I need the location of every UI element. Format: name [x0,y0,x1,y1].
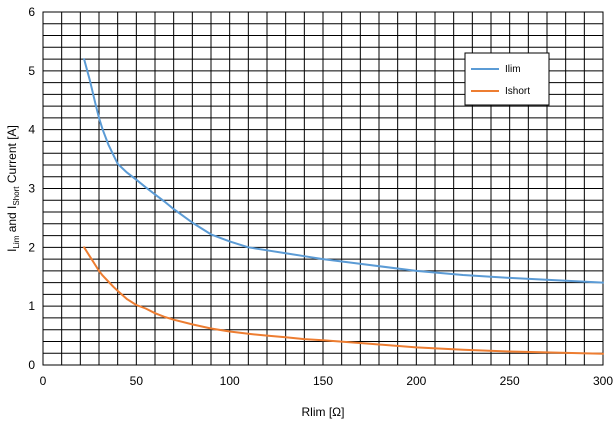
y-axis-label-part: Current [A] [5,125,19,186]
y-axis-label-subscript: Lim [12,235,21,248]
x-tick-label: 200 [406,374,426,388]
x-tick-label: 0 [40,374,47,388]
x-tick-label: 250 [500,374,520,388]
x-tick-label: 100 [220,374,240,388]
legend: Ilim Ishort [464,52,550,106]
plot-area [42,11,604,366]
y-tick-label: 3 [28,182,35,196]
legend-label-ilim: Ilim [505,64,521,75]
x-tick-label: 50 [130,374,144,388]
y-axis-label-part: I [5,249,19,252]
series-line-ilim [83,58,604,284]
x-axis-label: Rlim [Ω] [302,405,345,419]
grid [43,12,603,365]
y-axis-label-subscript: Short [12,186,21,206]
y-tick-label: 5 [28,64,35,78]
y-tick-label: 0 [28,358,35,372]
y-tick-label: 6 [28,5,35,19]
x-tick-label: 300 [593,374,613,388]
y-axis-ticks: 0 1 2 3 4 5 6 [28,5,35,372]
y-tick-label: 2 [28,240,35,254]
legend-box [464,52,550,106]
x-tick-label: 150 [313,374,333,388]
x-axis-ticks: 0 50 100 150 200 250 300 [40,374,614,388]
y-axis-label: ILim and IShort Current [A] [5,125,21,252]
series-layer [83,58,604,355]
y-tick-label: 4 [28,123,35,137]
series-line-ishort [83,246,604,355]
y-axis-label-part: and I [5,206,19,236]
legend-label-ishort: Ishort [505,86,530,97]
y-tick-label: 1 [28,299,35,313]
